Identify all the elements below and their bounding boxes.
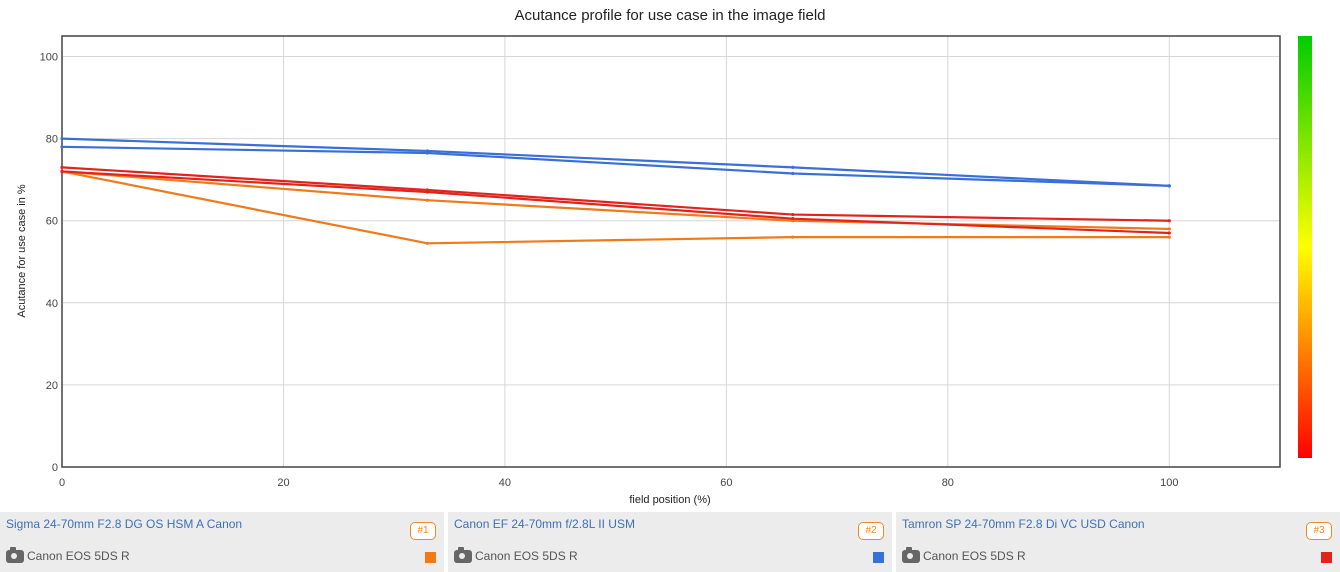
rank-badge: #1 xyxy=(410,522,436,540)
series-point xyxy=(791,235,795,239)
series-point xyxy=(60,145,64,149)
color-scale-bar xyxy=(1298,36,1312,458)
y-tick-label: 60 xyxy=(46,216,58,228)
series-point xyxy=(425,198,429,202)
series-point xyxy=(1167,184,1171,188)
series-line xyxy=(61,137,1170,187)
camera-icon xyxy=(454,546,472,563)
x-tick-label: 60 xyxy=(720,477,732,489)
camera-name: Canon EOS 5DS R xyxy=(475,549,578,563)
camera-icon xyxy=(6,546,24,563)
plot-frame xyxy=(61,35,1281,468)
series-color-swatch xyxy=(425,552,436,563)
x-tick-label: 40 xyxy=(499,477,511,489)
rank-badge: #3 xyxy=(1306,522,1332,540)
y-tick-label: 80 xyxy=(46,134,58,146)
series-point xyxy=(1167,231,1171,235)
series-line xyxy=(61,170,1170,245)
series-point xyxy=(425,241,429,245)
lens-name[interactable]: Canon EF 24-70mm f/2.8L II USM xyxy=(454,517,635,531)
camera-name: Canon EOS 5DS R xyxy=(923,549,1026,563)
axis-ticks: 0 20 40 60 80 100 0 20 40 60 80 100 xyxy=(40,52,1179,489)
legend-card-3[interactable]: Tamron SP 24-70mm F2.8 Di VC USD Canon #… xyxy=(896,512,1340,572)
series-line xyxy=(61,145,1170,187)
series-point xyxy=(60,169,64,174)
legend-bar: Sigma 24-70mm F2.8 DG OS HSM A Canon #1 … xyxy=(0,512,1340,572)
series-color-swatch xyxy=(1321,552,1332,563)
series-line xyxy=(61,170,1170,235)
series-point xyxy=(60,165,64,169)
series-line xyxy=(61,166,1170,222)
series-point xyxy=(791,165,795,169)
y-tick-label: 20 xyxy=(46,380,58,392)
x-axis-label: field position (%) xyxy=(629,494,710,506)
y-tick-label: 0 xyxy=(52,462,58,474)
chart-title: Acutance profile for use case in the ima… xyxy=(514,7,825,24)
camera-icon xyxy=(902,546,920,563)
acutance-chart: Acutance profile for use case in the ima… xyxy=(16,7,1312,506)
legend-card-1[interactable]: Sigma 24-70mm F2.8 DG OS HSM A Canon #1 … xyxy=(0,512,444,572)
series-lines xyxy=(60,137,1171,245)
y-tick-label: 100 xyxy=(40,52,58,64)
lens-name[interactable]: Sigma 24-70mm F2.8 DG OS HSM A Canon xyxy=(6,517,243,531)
lens-name[interactable]: Tamron SP 24-70mm F2.8 Di VC USD Canon xyxy=(902,517,1145,531)
series-point xyxy=(1167,235,1171,239)
grid-lines xyxy=(61,36,1280,468)
camera-row: Canon EOS 5DS R xyxy=(6,546,130,563)
series-point xyxy=(425,151,429,155)
series-point xyxy=(791,212,795,217)
y-axis-label: Acutance for use case in % xyxy=(16,184,28,318)
camera-name: Canon EOS 5DS R xyxy=(27,549,130,563)
series-point xyxy=(425,190,429,194)
x-tick-label: 80 xyxy=(942,477,954,489)
series-point xyxy=(1167,219,1171,223)
x-tick-label: 100 xyxy=(1160,477,1178,489)
camera-row: Canon EOS 5DS R xyxy=(902,546,1026,563)
rank-badge: #2 xyxy=(858,522,884,540)
series-point xyxy=(60,137,64,141)
x-tick-label: 0 xyxy=(59,477,65,489)
legend-card-2[interactable]: Canon EF 24-70mm f/2.8L II USM #2 Canon … xyxy=(448,512,892,572)
series-point xyxy=(1167,227,1171,231)
y-tick-label: 40 xyxy=(46,298,58,310)
camera-row: Canon EOS 5DS R xyxy=(454,546,578,563)
x-tick-label: 20 xyxy=(277,477,289,489)
series-color-swatch xyxy=(873,552,884,563)
series-point xyxy=(791,217,795,221)
series-point xyxy=(791,171,795,176)
